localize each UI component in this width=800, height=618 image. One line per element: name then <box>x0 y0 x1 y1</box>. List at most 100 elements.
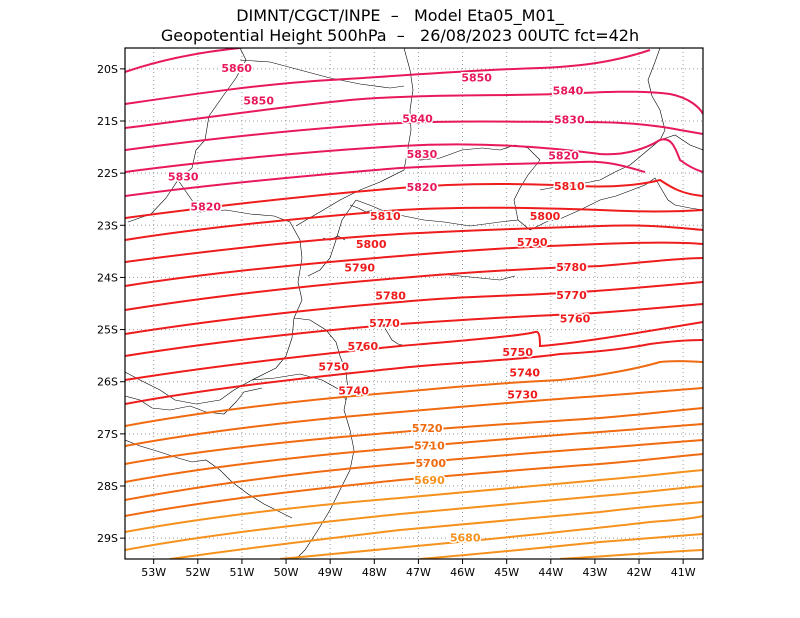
contour-label: 5710 <box>414 439 445 452</box>
y-tick-label: 27S <box>97 428 118 441</box>
coastline-segment <box>293 317 347 373</box>
contour-line <box>125 407 703 465</box>
x-tick-label: 44W <box>538 566 563 579</box>
contour-label: 5680 <box>450 532 481 545</box>
x-tick-label: 50W <box>274 566 299 579</box>
contour-line <box>125 281 703 335</box>
contour-label: 5840 <box>402 112 433 125</box>
contour-label: 5820 <box>548 149 579 162</box>
contour-line <box>125 257 703 311</box>
contour-line <box>125 90 703 129</box>
coastline-segment <box>125 387 263 415</box>
coastline-segment <box>379 319 407 347</box>
contour-label: 5810 <box>370 210 401 223</box>
contour-line <box>125 49 651 105</box>
contour-label: 5780 <box>375 290 406 303</box>
y-tick-label: 24S <box>97 271 118 284</box>
coastline-segment <box>659 134 703 151</box>
contour-line <box>125 224 703 263</box>
contour-label: 5730 <box>507 388 538 401</box>
contour-label: 5760 <box>560 313 591 326</box>
coastline-segment <box>403 48 483 161</box>
contour-line <box>125 241 703 287</box>
coastline-segment <box>644 177 703 211</box>
x-tick-label: 42W <box>627 566 652 579</box>
contour-label: 5790 <box>344 262 375 275</box>
contour-label: 5740 <box>338 385 369 398</box>
contour-line <box>125 321 703 381</box>
contour-label: 5750 <box>318 361 349 374</box>
contour-line <box>125 138 703 173</box>
coastline-segment <box>125 179 303 405</box>
contour-label: 5690 <box>414 474 445 487</box>
contour-labels: 5860 5850 5850 5840 5840 5830 5830 5830 5820 5820… <box>166 60 592 546</box>
coastline-and-borders <box>125 48 703 559</box>
coastline-segment <box>295 371 355 559</box>
x-tick-label: 51W <box>229 566 254 579</box>
contour-line <box>125 387 703 447</box>
contour-label: 5750 <box>502 346 533 359</box>
coastline-segment <box>349 204 373 213</box>
x-tick-label: 45W <box>494 566 519 579</box>
contour-line <box>125 206 703 241</box>
contour-line <box>125 439 703 501</box>
x-tick-label: 41W <box>671 566 696 579</box>
y-tick-label: 20S <box>97 63 118 76</box>
contour-label: 5770 <box>556 289 587 302</box>
y-tick-label: 22S <box>97 167 118 180</box>
x-tick-label: 43W <box>582 566 607 579</box>
coastline-segment <box>125 439 293 519</box>
contour-line <box>419 533 703 559</box>
contour-line <box>125 160 646 197</box>
coastline-segment <box>127 48 247 223</box>
coastline-segment <box>539 164 631 191</box>
contour-label: 5780 <box>556 261 587 274</box>
chart-title-line-1: DIMNT/CGCT/INPE – Model Eta05_M01_ <box>236 6 564 25</box>
contour-line <box>559 549 703 559</box>
plot-frame <box>124 47 704 560</box>
contour-label: 5800 <box>356 238 387 251</box>
x-tick-label: 46W <box>450 566 475 579</box>
contour-line <box>125 48 241 73</box>
x-tick-label: 47W <box>406 566 431 579</box>
coastline-segment <box>513 159 541 221</box>
y-tick-label: 26S <box>97 376 118 389</box>
contour-line <box>125 469 703 533</box>
y-tick-label: 21S <box>97 115 118 128</box>
contour-line <box>169 501 703 559</box>
contour-line <box>125 178 703 219</box>
contour-label: 5840 <box>553 84 584 97</box>
x-tick-label: 49W <box>318 566 343 579</box>
contour-label: 5830 <box>168 170 199 183</box>
contour-label: 5770 <box>369 317 400 330</box>
x-tick-label: 53W <box>141 566 166 579</box>
contour-label: 5740 <box>509 366 540 379</box>
contour-line <box>125 303 703 357</box>
grid-lines <box>125 48 703 559</box>
contour-line <box>125 423 703 483</box>
axis-ticks: 53W 52W 51W 50W 49W 48W 47W 46W 45W 44W 43W 42W 41W 2… <box>97 63 696 579</box>
contour-line <box>125 453 703 517</box>
contour-label: 5860 <box>221 62 252 75</box>
contour-label: 5820 <box>190 201 221 214</box>
contour-line <box>125 485 703 551</box>
contour-label: 5810 <box>554 180 585 193</box>
contour-lines <box>125 48 703 559</box>
y-tick-label: 25S <box>97 324 118 337</box>
contour-line <box>125 339 703 405</box>
contour-label: 5760 <box>348 340 379 353</box>
contour-label: 5820 <box>407 181 438 194</box>
contour-line <box>279 515 703 559</box>
coastline-segment <box>629 48 666 166</box>
contour-label: 5830 <box>554 113 585 126</box>
coastline-segment <box>239 59 405 89</box>
contour-label: 5830 <box>407 148 438 161</box>
contour-label: 5850 <box>461 72 492 85</box>
y-tick-label: 29S <box>97 532 118 545</box>
contour-label: 5850 <box>243 95 274 108</box>
contour-line <box>125 120 703 151</box>
x-tick-label: 52W <box>185 566 210 579</box>
y-tick-label: 23S <box>97 219 118 232</box>
contour-label: 5700 <box>415 457 446 470</box>
